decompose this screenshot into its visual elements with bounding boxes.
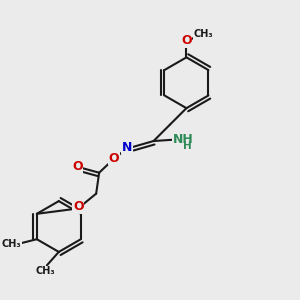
Text: O: O: [72, 160, 83, 173]
Text: O: O: [109, 152, 119, 165]
Text: O: O: [181, 34, 192, 47]
Text: NH: NH: [173, 133, 194, 146]
Text: N: N: [122, 140, 132, 154]
Text: CH₃: CH₃: [35, 266, 55, 276]
Text: CH₃: CH₃: [193, 29, 213, 39]
Text: H: H: [183, 141, 192, 151]
Text: O: O: [73, 200, 83, 213]
Text: CH₃: CH₃: [2, 239, 21, 249]
